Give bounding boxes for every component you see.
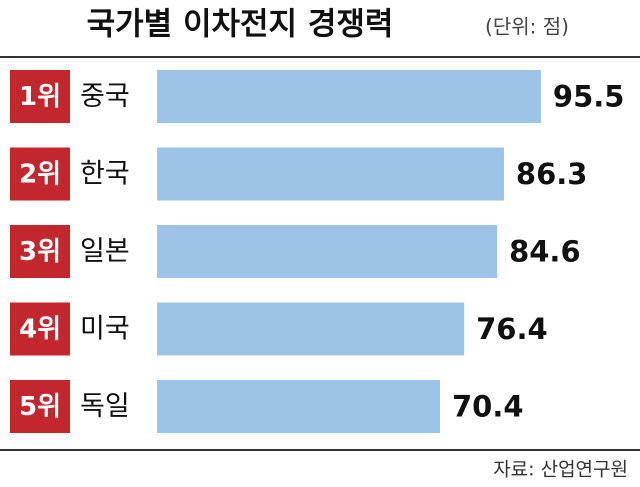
category-label: 일본 — [80, 236, 130, 267]
value-label: 84.6 — [509, 235, 581, 269]
bar — [157, 380, 441, 433]
bar — [157, 70, 541, 123]
value-label: 70.4 — [452, 390, 524, 424]
category-label: 미국 — [80, 314, 130, 345]
value-label: 95.5 — [553, 80, 625, 114]
category-label: 독일 — [80, 391, 130, 422]
rank-label: 4위 — [19, 315, 61, 345]
bar — [157, 147, 504, 201]
bar — [157, 225, 498, 278]
rank-badge — [10, 302, 70, 356]
chart-title: 국가별 이차전지 경쟁력 — [87, 7, 394, 43]
rank-label: 2위 — [19, 160, 61, 190]
rank-badge — [10, 147, 70, 201]
rank-badge — [10, 380, 70, 433]
rank-label: 5위 — [19, 392, 61, 422]
rank-badge — [10, 70, 70, 123]
category-label: 중국 — [80, 81, 130, 112]
value-label: 86.3 — [516, 157, 588, 191]
category-label: 한국 — [80, 159, 130, 190]
rank-label: 3위 — [19, 237, 61, 267]
value-label: 76.4 — [476, 312, 548, 346]
rank-badge — [10, 225, 70, 278]
rank-label: 1위 — [19, 82, 61, 112]
source: 자료: 산업연구원 — [493, 459, 628, 481]
bar — [157, 302, 465, 356]
chart-subtitle: (단위: 점) — [485, 15, 569, 39]
